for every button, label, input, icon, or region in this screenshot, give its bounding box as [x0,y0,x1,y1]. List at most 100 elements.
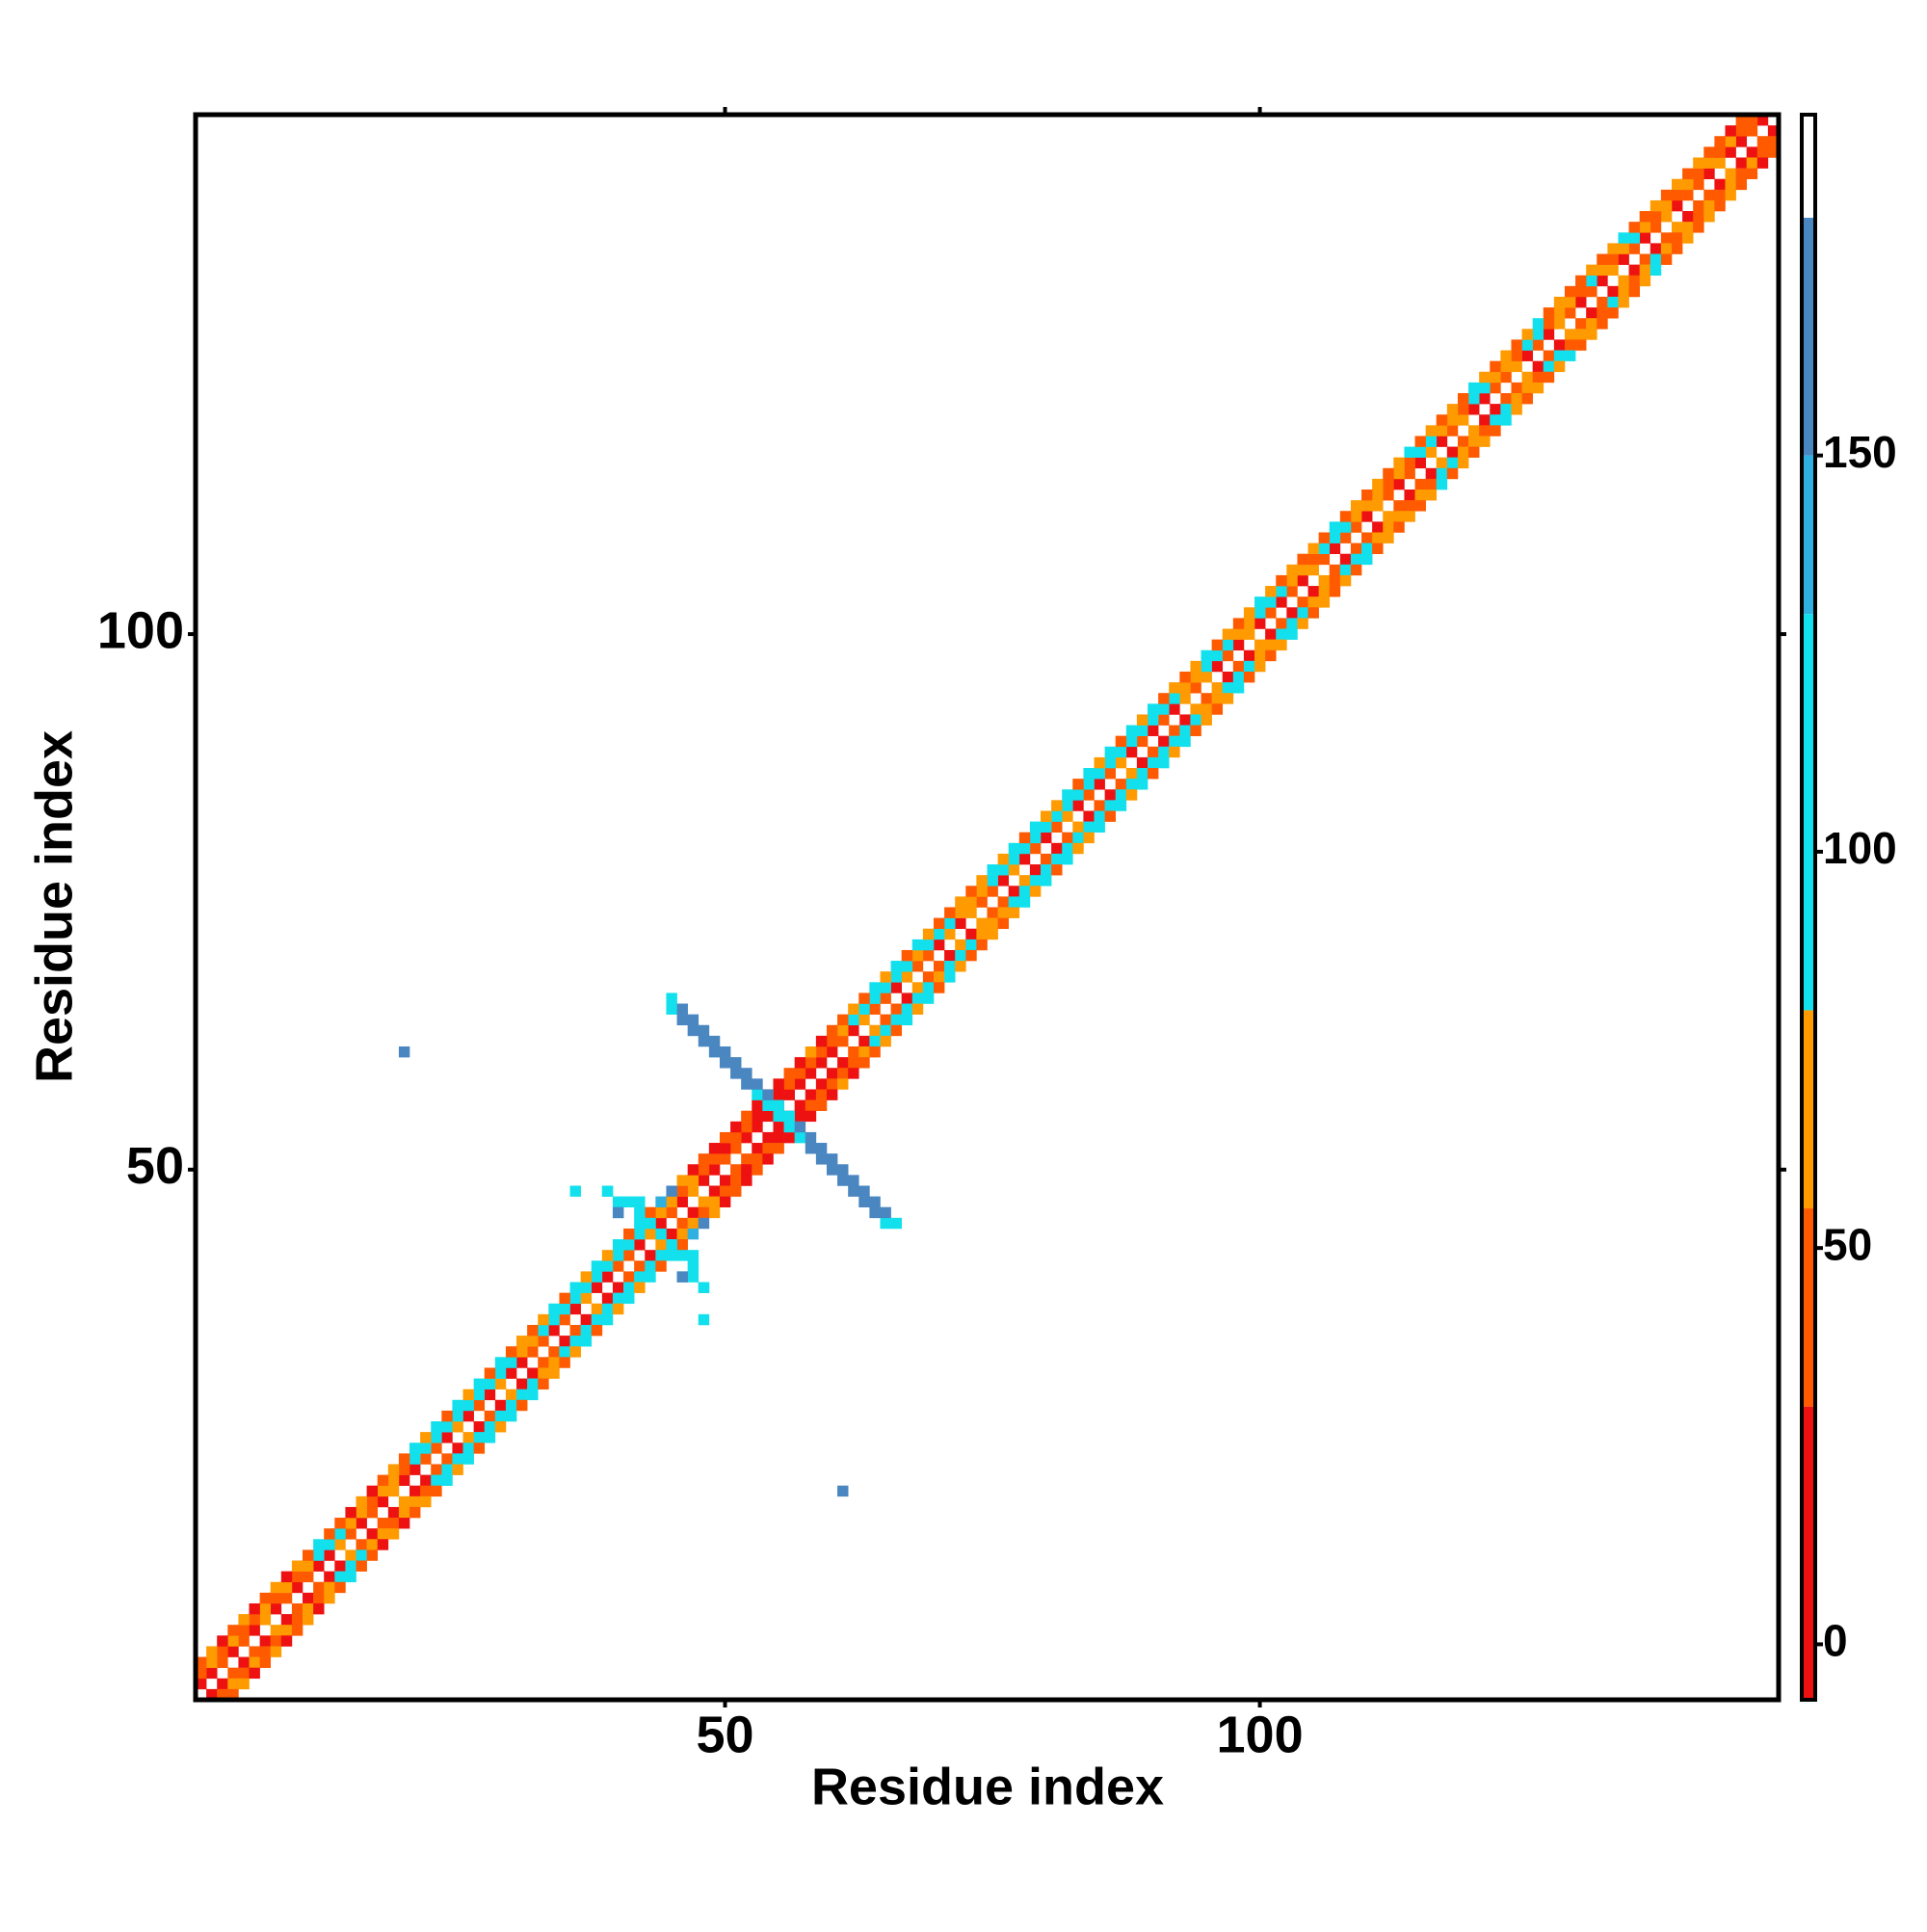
heatmap-cell [1446,414,1459,426]
heatmap-cell [890,1014,902,1026]
colorbar-segment [1802,455,1815,615]
heatmap-cell [1404,467,1415,480]
heatmap-cell [837,1057,849,1069]
heatmap-cell [1115,756,1127,769]
heatmap-cell [484,1421,496,1433]
heatmap-cell [1051,853,1063,865]
heatmap-cell [1500,350,1512,361]
heatmap-cell [1575,329,1587,340]
heatmap-cell [249,1656,260,1668]
heatmap-cell [1553,296,1566,308]
heatmap-cell [848,1014,859,1026]
heatmap-cell [655,1260,667,1272]
heatmap-cell [409,1442,421,1454]
heatmap-cell [303,1614,314,1626]
heatmap-cell [1490,371,1501,384]
heatmap-cell [559,1292,570,1305]
heatmap-cell [623,1250,635,1261]
heatmap-cell [1094,800,1105,811]
heatmap-cell [708,1164,721,1176]
heatmap-cell [1148,714,1159,726]
heatmap-cell [1618,275,1629,287]
heatmap-cell [1735,115,1747,126]
heatmap-cell [1361,543,1373,555]
heatmap-cell [1660,199,1673,212]
heatmap-cell [1553,307,1566,319]
heatmap-cell [698,1217,710,1230]
heatmap-cell [291,1614,304,1626]
heatmap-cell [1457,414,1469,426]
heatmap-cell [612,1250,624,1261]
heatmap-cell [1083,779,1095,790]
heatmap-cell [1243,649,1255,662]
heatmap-cell [687,1271,700,1283]
heatmap-cell [1511,382,1522,394]
heatmap-cell [666,992,677,1004]
colorbar-segment [1802,1406,1815,1700]
heatmap-cell [227,1646,239,1657]
heatmap-cell [1072,779,1084,790]
heatmap-cell [955,939,966,951]
heatmap-cell [1201,714,1212,726]
heatmap-cell [1094,821,1105,833]
heatmap-cell [1521,329,1533,340]
heatmap-cell [666,1206,677,1219]
heatmap-cell [516,1389,528,1401]
heatmap-cell [666,1228,677,1240]
heatmap-cell [1703,157,1715,169]
heatmap-cell [280,1581,293,1594]
heatmap-cell [227,1635,239,1647]
heatmap-cell [1094,810,1105,822]
heatmap-cell [869,1045,881,1058]
heatmap-cell [366,1506,379,1519]
heatmap-cell [1339,564,1352,576]
heatmap-cell [944,917,956,930]
heatmap-cell [238,1667,250,1680]
heatmap-cell [1383,467,1394,480]
heatmap-cell [955,949,966,962]
heatmap-cell [1201,660,1212,673]
heatmap-cell [238,1614,250,1626]
heatmap-cell [730,1143,742,1154]
heatmap-cell [645,1271,656,1283]
heatmap-cell [462,1399,474,1412]
colorbar-tick-label: 100 [1823,823,1897,873]
heatmap-cell [612,1303,624,1315]
heatmap-cell [815,1143,828,1154]
heatmap-cell [420,1485,432,1497]
heatmap-cell [1190,660,1201,673]
heatmap-cell [291,1581,304,1594]
heatmap-cell [858,1057,870,1069]
heatmap-cell [324,1528,335,1540]
heatmap-cell [741,1175,752,1186]
y-tick-label: 50 [126,1137,184,1195]
heatmap-cell [527,1336,539,1347]
heatmap-cell [1329,521,1341,533]
heatmap-cell [1222,639,1234,651]
heatmap-cell [1008,907,1020,918]
heatmap-cell [708,1206,721,1219]
heatmap-cell [708,1196,721,1208]
heatmap-cell [1639,275,1651,287]
colorbar-frame [1800,113,1817,1702]
heatmap-cell [1436,467,1448,480]
heatmap-cell [1543,318,1555,330]
heatmap-cell [377,1539,389,1550]
heatmap-cell [291,1625,304,1636]
heatmap-cell [987,875,998,887]
heatmap-cell [1436,414,1448,426]
heatmap-cell [324,1549,335,1561]
heatmap-cell [1597,318,1608,330]
heatmap-cell [1051,800,1063,811]
heatmap-cell [1725,136,1736,147]
heatmap-cell [666,1239,677,1251]
heatmap-cell [698,1024,710,1037]
heatmap-cell [1169,735,1180,748]
heatmap-cell [1329,543,1341,555]
heatmap-cell [1671,178,1683,191]
heatmap-cell [676,1185,688,1197]
heatmap-cell [1307,596,1319,608]
heatmap-cell [752,1110,763,1123]
heatmap-cell [1543,307,1555,319]
heatmap-cell [848,1003,859,1015]
